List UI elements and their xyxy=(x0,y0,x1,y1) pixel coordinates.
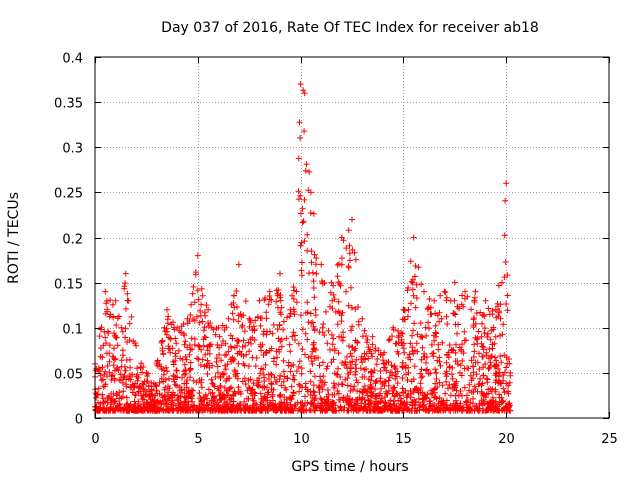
y-tick-label: 0.4 xyxy=(62,52,83,67)
data-points xyxy=(92,81,514,414)
y-tick-label: 0.1 xyxy=(62,323,83,338)
x-tick-label: 10 xyxy=(293,432,310,447)
y-tick-label: 0.35 xyxy=(54,97,83,112)
axis-ticks xyxy=(95,57,610,419)
y-tick-labels: 0 0.05 0.1 0.15 0.2 0.25 0.3 0.35 0.4 xyxy=(54,52,83,428)
x-tick-label: 5 xyxy=(194,432,202,447)
x-tick-label: 15 xyxy=(395,432,412,447)
x-tick-label: 0 xyxy=(91,432,99,447)
roti-point-markers xyxy=(92,81,514,414)
x-tick-labels: 0 5 10 15 20 25 xyxy=(91,432,617,447)
y-tick-label: 0.2 xyxy=(62,233,83,248)
y-tick-label: 0 xyxy=(75,413,83,428)
plot-frame xyxy=(94,56,610,419)
x-tick-label: 20 xyxy=(498,432,515,447)
y-tick-label: 0.25 xyxy=(54,187,83,202)
chart-title: Day 037 of 2016, Rate Of TEC Index for r… xyxy=(161,20,539,36)
y-tick-label: 0.3 xyxy=(62,142,83,157)
x-axis-title: GPS time / hours xyxy=(291,459,408,475)
x-tick-label: 25 xyxy=(601,432,618,447)
y-axis-title: ROTI / TECUs xyxy=(6,192,22,284)
y-tick-label: 0.05 xyxy=(54,368,83,383)
y-tick-label: 0.15 xyxy=(54,278,83,293)
